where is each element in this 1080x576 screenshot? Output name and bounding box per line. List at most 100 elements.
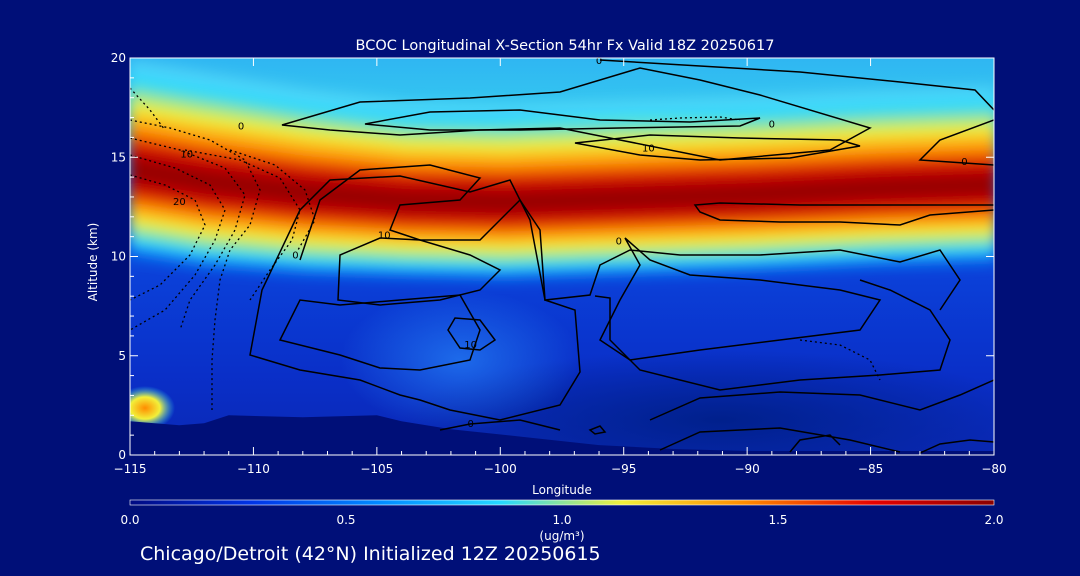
band-segment xyxy=(167,61,176,269)
band-segment xyxy=(154,59,163,267)
band-segment xyxy=(634,95,647,282)
band-segment xyxy=(385,95,396,284)
colorbar-tick-label: 2.0 xyxy=(984,513,1003,527)
band-segment xyxy=(829,88,842,274)
band-segment xyxy=(327,88,338,282)
y-tick-label: 0 xyxy=(118,448,126,462)
band-segment xyxy=(311,86,322,282)
band-segment xyxy=(434,98,445,285)
band-segment xyxy=(788,90,801,276)
band-segment xyxy=(130,58,139,263)
negative-contour-line xyxy=(649,116,741,121)
band-segment xyxy=(450,99,462,285)
contour-line xyxy=(588,425,607,435)
contour-label: 0 xyxy=(616,237,622,248)
band-segment xyxy=(706,93,719,280)
band-segment xyxy=(675,94,688,281)
band-segment xyxy=(212,69,223,275)
x-axis-label: Longitude xyxy=(532,483,592,497)
chart-title: BCOC Longitudinal X-Section 54hr Fx Vali… xyxy=(356,38,775,54)
band-segment xyxy=(654,95,667,281)
negative-contour-line xyxy=(229,149,316,251)
band-segment xyxy=(483,99,495,286)
band-segment xyxy=(819,88,832,275)
negative-contour-lines xyxy=(130,87,881,410)
band-segment xyxy=(603,96,616,283)
contour-label: 0 xyxy=(961,157,967,168)
x-tick-label: −105 xyxy=(360,462,393,476)
band-segment xyxy=(352,91,363,283)
band-segment xyxy=(191,65,200,273)
x-tick-label: −85 xyxy=(858,462,883,476)
y-tick-label: 10 xyxy=(111,250,126,264)
band-segment xyxy=(228,72,239,277)
band-segment xyxy=(492,99,503,286)
contour-labels: 0 0 0 10 0 10 20 10 0 0 10 0 xyxy=(173,56,968,430)
band-segment xyxy=(911,84,924,271)
band-segment xyxy=(644,95,657,282)
band-segment xyxy=(808,89,822,275)
concentration-field xyxy=(130,58,994,455)
band-segment xyxy=(798,89,811,276)
band-segment xyxy=(204,67,215,275)
band-segment xyxy=(261,77,272,279)
band-segment xyxy=(142,58,151,265)
contour-line xyxy=(299,164,961,311)
band-segment xyxy=(839,87,852,274)
band-segment xyxy=(942,83,955,270)
band-segment xyxy=(664,94,678,281)
contour-label: 10 xyxy=(378,231,391,242)
contour-line xyxy=(278,294,481,371)
contour-lines xyxy=(249,59,994,454)
colorbar-tick-label: 0.5 xyxy=(336,513,355,527)
contour-label: 0 xyxy=(238,121,244,132)
y-tick-label: 15 xyxy=(111,150,126,164)
band-segment xyxy=(736,92,750,279)
band-segment xyxy=(220,70,231,276)
y-tick-label: 20 xyxy=(111,51,126,65)
elevated-aerosol-band xyxy=(130,58,994,286)
contour-line xyxy=(249,175,581,421)
band-segment xyxy=(459,99,470,286)
location-init-caption: Chicago/Detroit (42°N) Initialized 12Z 2… xyxy=(140,543,601,565)
contour-line xyxy=(599,59,994,111)
band-segment xyxy=(278,80,289,280)
y-tick-label: 5 xyxy=(118,349,126,363)
negative-contour-line xyxy=(799,339,881,381)
negative-contour-line xyxy=(130,154,226,331)
contour-line xyxy=(918,119,994,166)
band-segment xyxy=(922,84,935,271)
band-segment xyxy=(983,82,994,269)
contour-label: 0 xyxy=(596,56,602,67)
colorbar-tick-label: 1.5 xyxy=(768,513,787,527)
x-axis: −115 −110 −105 −100 −95 −90 −85 −80 xyxy=(114,58,1007,476)
band-segment xyxy=(360,92,371,283)
y-axis: 0 5 10 15 20 xyxy=(111,51,994,462)
band-segment xyxy=(179,63,188,271)
negative-contour-line xyxy=(130,174,206,301)
band-segment xyxy=(335,89,346,283)
x-tick-label: −110 xyxy=(237,462,270,476)
colorbar-tick-label: 0.0 xyxy=(120,513,139,527)
band-segment xyxy=(197,66,207,274)
x-tick-label: −100 xyxy=(484,462,517,476)
colorbar-tick-label: 1.0 xyxy=(552,513,571,527)
band-segment xyxy=(551,98,564,285)
negative-contour-line xyxy=(130,119,261,410)
contour-label: 10 xyxy=(180,149,193,160)
band-segment xyxy=(952,83,966,270)
contour-label: 10 xyxy=(642,143,655,154)
contour-line xyxy=(364,109,761,131)
band-segment xyxy=(401,98,412,284)
contour-line xyxy=(594,279,951,391)
x-tick-label: −95 xyxy=(611,462,636,476)
contour-label: 0 xyxy=(769,120,775,131)
contour-line xyxy=(789,434,841,453)
band-segment xyxy=(500,100,513,286)
band-segment xyxy=(294,83,305,281)
band-segment xyxy=(393,97,404,284)
contour-line xyxy=(281,67,872,161)
contour-line xyxy=(693,202,994,226)
band-segment xyxy=(173,62,182,270)
y-axis-label: Altitude (km) xyxy=(86,223,100,302)
